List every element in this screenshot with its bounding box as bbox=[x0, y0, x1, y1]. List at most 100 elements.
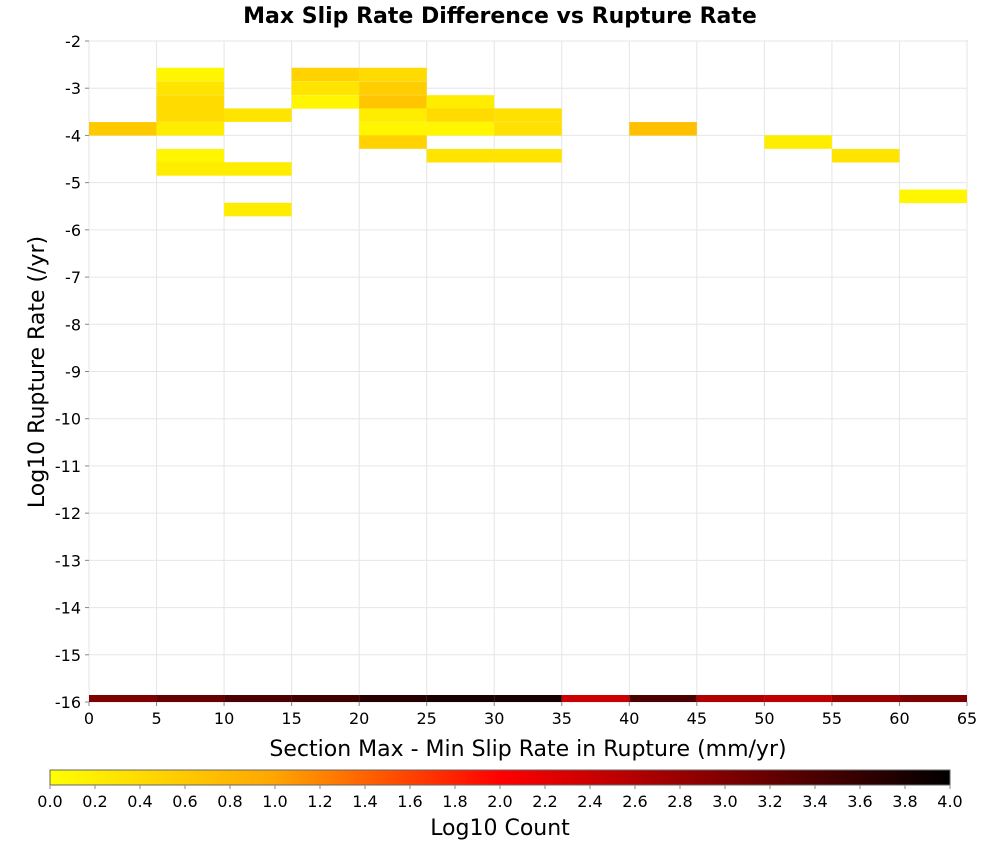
x-tick-label: 55 bbox=[822, 709, 842, 728]
x-tick-label: 30 bbox=[484, 709, 504, 728]
y-axis-ticks: -2 -3 -4 -5 -6 -7 -8 -9 -10 -11 -12 -13 -14 -15 -16 bbox=[55, 32, 89, 712]
heatmap-cell bbox=[494, 148, 562, 163]
x-tick-label: 35 bbox=[552, 709, 572, 728]
colorbar-tick-label: 0.4 bbox=[127, 792, 152, 811]
x-tick-label: 15 bbox=[281, 709, 301, 728]
colorbar-tick-label: 2.4 bbox=[577, 792, 602, 811]
heatmap-cell bbox=[359, 122, 427, 136]
colorbar-tick-label: 0.6 bbox=[172, 792, 197, 811]
heatmap-cell bbox=[359, 108, 427, 122]
heatmap-cell bbox=[359, 695, 427, 702]
x-tick-label: 10 bbox=[214, 709, 234, 728]
colorbar-tick-label: 2.0 bbox=[487, 792, 512, 811]
heatmap-cell bbox=[291, 81, 360, 95]
grid-lines bbox=[88, 40, 968, 703]
heatmap-cell bbox=[426, 122, 495, 136]
heatmap-cell bbox=[629, 695, 697, 702]
heatmap-cell bbox=[426, 95, 495, 109]
heatmap-cell bbox=[291, 695, 360, 702]
y-tick-label: -8 bbox=[65, 315, 81, 334]
heatmap-cell bbox=[359, 135, 427, 149]
heatmap-cell bbox=[899, 695, 967, 702]
y-tick-label: -11 bbox=[55, 457, 81, 476]
colorbar-tick-label: 1.8 bbox=[442, 792, 467, 811]
heatmap-cell bbox=[359, 95, 427, 109]
heatmap-cell bbox=[89, 695, 157, 702]
colorbar-tick-label: 4.0 bbox=[937, 792, 962, 811]
x-tick-label: 0 bbox=[84, 709, 94, 728]
colorbar-tick-label: 2.2 bbox=[532, 792, 557, 811]
colorbar-tick-label: 3.8 bbox=[892, 792, 917, 811]
x-axis-label: Section Max - Min Slip Rate in Rupture (… bbox=[269, 737, 786, 762]
colorbar-label: Log10 Count bbox=[430, 816, 570, 841]
heatmap-cell bbox=[224, 108, 292, 122]
heatmap-cell bbox=[831, 148, 900, 163]
heatmap-cell bbox=[156, 695, 225, 702]
y-axis-label: Log10 Rupture Rate (/yr) bbox=[25, 236, 50, 508]
colorbar-tick-label: 3.4 bbox=[802, 792, 827, 811]
heatmap-cell bbox=[494, 122, 562, 136]
heatmap-cell bbox=[494, 108, 562, 122]
y-tick-label: -7 bbox=[65, 268, 81, 287]
heatmap-cell bbox=[224, 202, 292, 217]
colorbar bbox=[49, 769, 951, 786]
heatmap-cells bbox=[89, 67, 967, 702]
y-tick-label: -4 bbox=[65, 126, 81, 145]
heatmap-cell bbox=[426, 108, 495, 122]
heatmap-cell bbox=[764, 135, 832, 149]
y-tick-label: -2 bbox=[65, 32, 81, 51]
y-tick-label: -5 bbox=[65, 174, 81, 193]
colorbar-tick-label: 0.2 bbox=[82, 792, 107, 811]
heatmap-cell bbox=[224, 162, 292, 176]
y-tick-label: -13 bbox=[55, 551, 81, 570]
heatmap-cell bbox=[899, 189, 967, 204]
x-tick-label: 20 bbox=[349, 709, 369, 728]
y-tick-label: -9 bbox=[65, 363, 81, 382]
colorbar-tick-label: 3.0 bbox=[712, 792, 737, 811]
heatmap-cell bbox=[426, 695, 495, 702]
y-tick-label: -12 bbox=[55, 504, 81, 523]
y-tick-label: -10 bbox=[55, 410, 81, 429]
heatmap-cell bbox=[156, 95, 225, 109]
colorbar-tick-label: 1.6 bbox=[397, 792, 422, 811]
heatmap-cell bbox=[359, 81, 427, 95]
colorbar-ticks: 0.0 0.2 0.4 0.6 0.8 1.0 1.2 1.4 1.6 1.8 2.0 2.2 2.4 2… bbox=[37, 785, 963, 811]
heatmap-cell bbox=[156, 108, 225, 122]
x-tick-label: 5 bbox=[151, 709, 161, 728]
colorbar-tick-label: 1.0 bbox=[262, 792, 287, 811]
x-tick-label: 60 bbox=[889, 709, 909, 728]
heatmap-cell bbox=[89, 122, 157, 136]
heatmap-cell bbox=[156, 81, 225, 95]
heatmap-cell bbox=[561, 695, 630, 702]
heatmap-cell bbox=[156, 67, 225, 82]
x-tick-label: 65 bbox=[957, 709, 977, 728]
heatmap-cell bbox=[156, 122, 225, 136]
chart-title: Max Slip Rate Difference vs Rupture Rate bbox=[243, 4, 757, 29]
colorbar-tick-label: 2.6 bbox=[622, 792, 647, 811]
y-tick-label: -16 bbox=[55, 693, 81, 712]
heatmap-cell bbox=[359, 67, 427, 82]
colorbar-tick-label: 0.8 bbox=[217, 792, 242, 811]
colorbar-tick-label: 3.6 bbox=[847, 792, 872, 811]
heatmap-cell bbox=[831, 695, 900, 702]
heatmap-cell bbox=[494, 695, 562, 702]
colorbar-tick-label: 3.2 bbox=[757, 792, 782, 811]
colorbar-tick-label: 1.4 bbox=[352, 792, 377, 811]
y-tick-label: -3 bbox=[65, 79, 81, 98]
heatmap-cell bbox=[629, 122, 697, 136]
colorbar-tick-label: 0.0 bbox=[37, 792, 62, 811]
heatmap-cell bbox=[696, 695, 765, 702]
heatmap-cell bbox=[156, 162, 225, 176]
x-axis-ticks: 0 5 10 15 20 25 30 35 40 45 50 55 60 65 bbox=[84, 702, 977, 728]
y-tick-label: -15 bbox=[55, 646, 81, 665]
colorbar-gradient bbox=[49, 769, 951, 786]
heatmap-cell bbox=[291, 67, 360, 82]
x-tick-label: 40 bbox=[619, 709, 639, 728]
x-tick-label: 25 bbox=[417, 709, 437, 728]
y-tick-label: -6 bbox=[65, 221, 81, 240]
x-tick-label: 50 bbox=[754, 709, 774, 728]
heatmap-cell bbox=[156, 148, 225, 163]
y-tick-label: -14 bbox=[55, 599, 81, 618]
x-tick-label: 45 bbox=[687, 709, 707, 728]
